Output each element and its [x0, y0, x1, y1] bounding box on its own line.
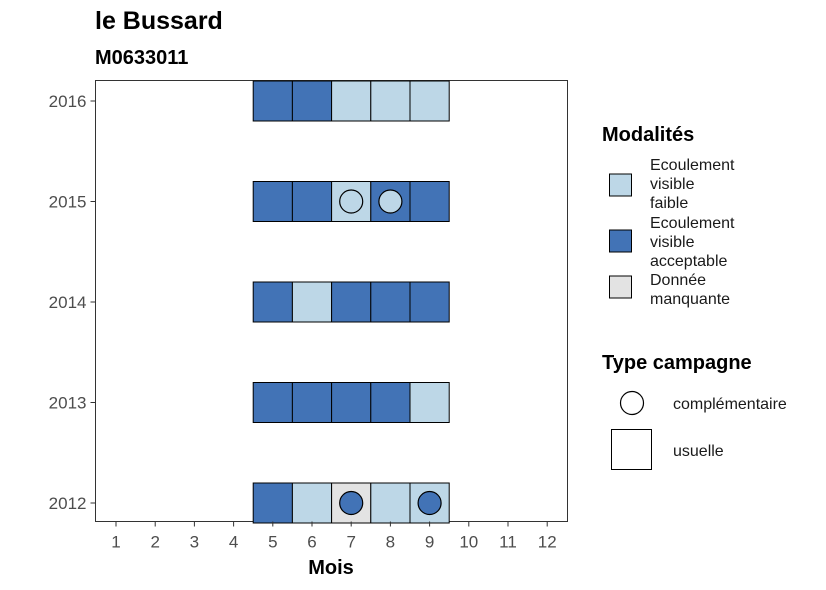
x-tick-label: 9 [425, 533, 434, 552]
chart-title: le Bussard [95, 7, 223, 35]
legend-key-faible [609, 173, 632, 197]
x-tick-label: 8 [386, 533, 395, 552]
legend-label-acceptable: Ecoulement [650, 215, 735, 232]
x-tick-label: 3 [190, 533, 199, 552]
heatmap-cell [252, 80, 293, 122]
x-axis: 1 2 3 4 5 6 7 8 9 10 11 12 [111, 521, 557, 552]
heatmap-cell [370, 281, 411, 323]
legend-label-complementaire: complémentaire [673, 396, 787, 413]
campaign-circle [417, 490, 442, 516]
circles-layer [339, 189, 442, 516]
campaign-circle [378, 189, 403, 214]
x-tick-label: 4 [229, 533, 238, 552]
heatmap-cell [331, 80, 372, 122]
y-tick-label: 2015 [49, 193, 87, 212]
heatmap-cell [291, 382, 333, 423]
y-tick-label: 2014 [49, 293, 87, 312]
heatmap-cell [409, 181, 450, 222]
x-tick-label: 11 [499, 533, 517, 552]
heatmap-cell [370, 382, 411, 423]
legend-modalites-title: Modalités [602, 124, 694, 146]
heatmap-cell [291, 281, 333, 323]
x-tick-label: 7 [346, 533, 355, 552]
legend-label-faible: faible [650, 195, 688, 212]
legend-key-manquante [609, 275, 632, 299]
heatmap-cell [331, 382, 372, 423]
heatmap-cell [409, 382, 450, 423]
heatmap-cell [252, 181, 293, 222]
legend-label-usuelle: usuelle [673, 443, 724, 460]
x-tick-label: 10 [459, 533, 478, 552]
heatmap-cell [409, 80, 450, 122]
chart-subtitle: M0633011 [95, 47, 188, 69]
legend-circle-key [619, 390, 645, 416]
heatmap-cell [409, 281, 450, 323]
legend-label-acceptable: visible [650, 234, 695, 251]
legend-label-acceptable: acceptable [650, 253, 727, 270]
x-tick-label: 6 [307, 533, 316, 552]
legend-label-faible: Ecoulement [650, 157, 735, 174]
legend-type-campagne: Type campagne complémentaire usuelle [602, 352, 787, 470]
x-axis-label: Mois [308, 557, 354, 579]
heatmap-cell [252, 281, 293, 323]
heatmap-cell [370, 80, 411, 122]
heatmap-cell [252, 382, 293, 423]
legend-modalites: Modalités Ecoulement visible faible Ecoulem… [602, 124, 735, 308]
legend-key-acceptable [609, 229, 632, 253]
legend-label-manquante: manquante [650, 291, 730, 308]
campaign-circle [339, 490, 364, 516]
y-tick-label: 2016 [49, 92, 87, 111]
heatmap-cell [252, 482, 293, 524]
heatmap-cell [291, 482, 333, 524]
y-axis: 2012 2013 2014 2015 2016 [49, 92, 96, 513]
heatmap-cell [291, 181, 333, 222]
x-tick-label: 5 [268, 533, 277, 552]
legend-label-manquante: Donnée [650, 272, 706, 289]
x-tick-label: 2 [150, 533, 159, 552]
cells-layer [252, 80, 450, 524]
x-tick-label: 12 [538, 533, 557, 552]
heatmap-cell [331, 281, 372, 323]
heatmap-cell [370, 482, 411, 524]
campaign-circle [339, 189, 364, 214]
legend-square-key [611, 429, 652, 470]
y-tick-label: 2012 [49, 494, 87, 513]
legend-type-title: Type campagne [602, 352, 752, 374]
y-tick-label: 2013 [49, 394, 87, 413]
heatmap-cell [291, 80, 333, 122]
x-tick-label: 1 [111, 533, 120, 552]
legend-label-faible: visible [650, 176, 695, 193]
